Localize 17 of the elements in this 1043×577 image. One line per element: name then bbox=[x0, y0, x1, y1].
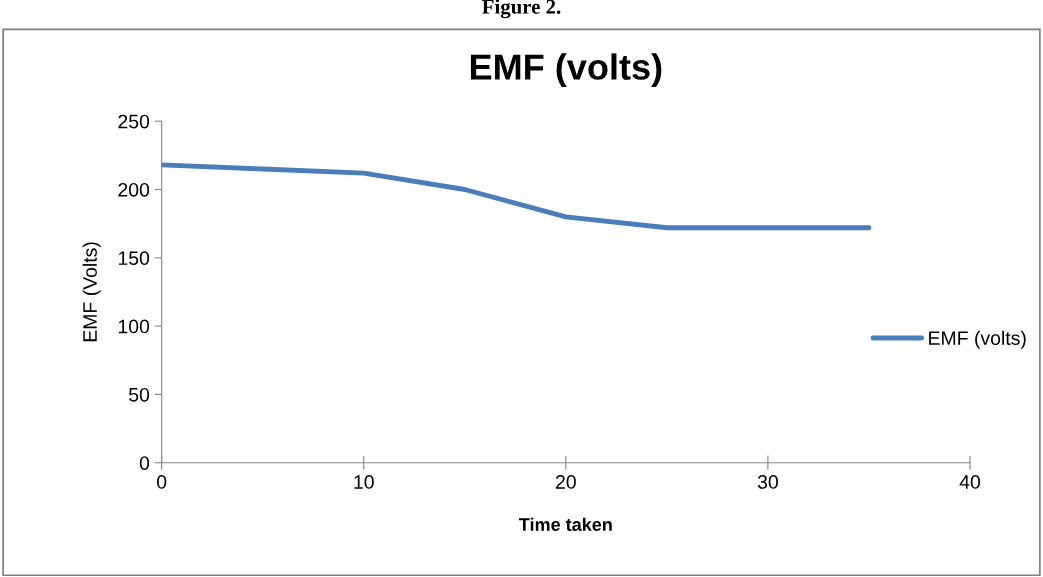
x-tick-label: 30 bbox=[757, 475, 778, 489]
y-axis-title: EMF (Volts) bbox=[82, 242, 101, 342]
caption: Figure 2. bbox=[482, 0, 561, 19]
y-tick-label: 150 bbox=[118, 251, 150, 266]
legend-label: EMF (volts) bbox=[929, 330, 1026, 349]
chart-title: EMF (volts) bbox=[470, 53, 662, 87]
x-tick-label: 0 bbox=[157, 475, 167, 489]
y-tick-label: 0 bbox=[139, 456, 150, 470]
x-tick-label: 20 bbox=[555, 475, 576, 489]
x-tick-label: 10 bbox=[354, 475, 374, 489]
x-axis-title: Time taken bbox=[519, 517, 612, 531]
x-tick-label: 40 bbox=[959, 475, 981, 489]
y-tick-label: 200 bbox=[118, 182, 150, 197]
y-tick-label: 100 bbox=[118, 319, 150, 334]
y-tick-label: 50 bbox=[129, 387, 150, 402]
y-tick-label: 250 bbox=[118, 114, 150, 129]
line-series bbox=[161, 162, 872, 231]
